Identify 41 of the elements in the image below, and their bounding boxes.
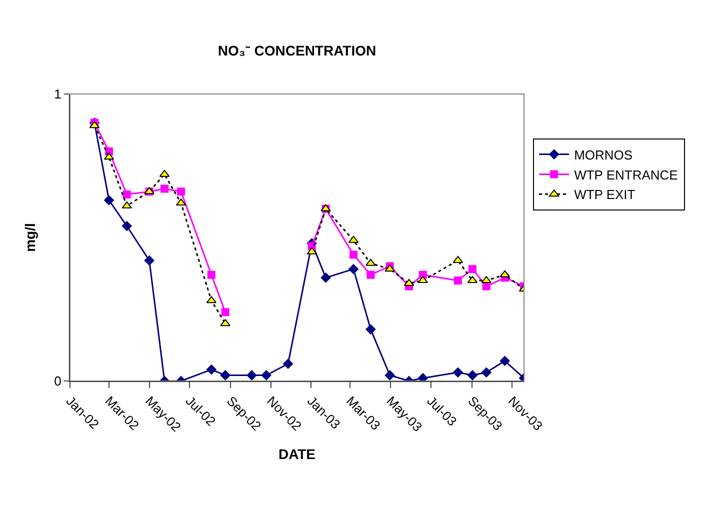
point	[320, 272, 331, 283]
point	[384, 370, 396, 380]
point	[452, 367, 464, 378]
point	[500, 270, 510, 278]
point	[207, 270, 216, 279]
point	[246, 370, 257, 380]
y-axis-title: mg/l	[22, 223, 38, 252]
point	[122, 190, 131, 198]
point	[500, 356, 510, 366]
point	[481, 276, 492, 284]
y-tick-label: 1	[54, 86, 62, 102]
point	[122, 201, 132, 208]
legend-label: MORNOS	[574, 147, 633, 162]
point	[220, 319, 230, 326]
x-axis-title: DATE	[278, 446, 316, 462]
point	[177, 188, 186, 196]
point	[365, 324, 376, 335]
point	[454, 276, 462, 285]
point	[282, 358, 294, 369]
point	[467, 370, 478, 380]
legend-label: WTP EXIT	[574, 187, 636, 202]
point	[348, 264, 359, 274]
point	[104, 194, 114, 206]
point	[144, 255, 154, 266]
point	[481, 367, 492, 378]
legend-label: WTP ENTRANCE	[574, 167, 678, 182]
y-tick-label: 0	[54, 374, 62, 389]
point	[122, 220, 132, 232]
point	[468, 265, 476, 274]
point	[306, 247, 317, 254]
point	[221, 308, 230, 316]
point	[482, 282, 490, 290]
point	[384, 264, 395, 272]
point	[350, 250, 358, 259]
point	[160, 184, 168, 193]
point	[220, 370, 230, 380]
chart-title: NO₃⁻ CONCENTRATION	[218, 42, 376, 58]
point	[366, 258, 376, 266]
point	[261, 370, 272, 380]
point	[206, 364, 217, 375]
point	[366, 270, 375, 279]
